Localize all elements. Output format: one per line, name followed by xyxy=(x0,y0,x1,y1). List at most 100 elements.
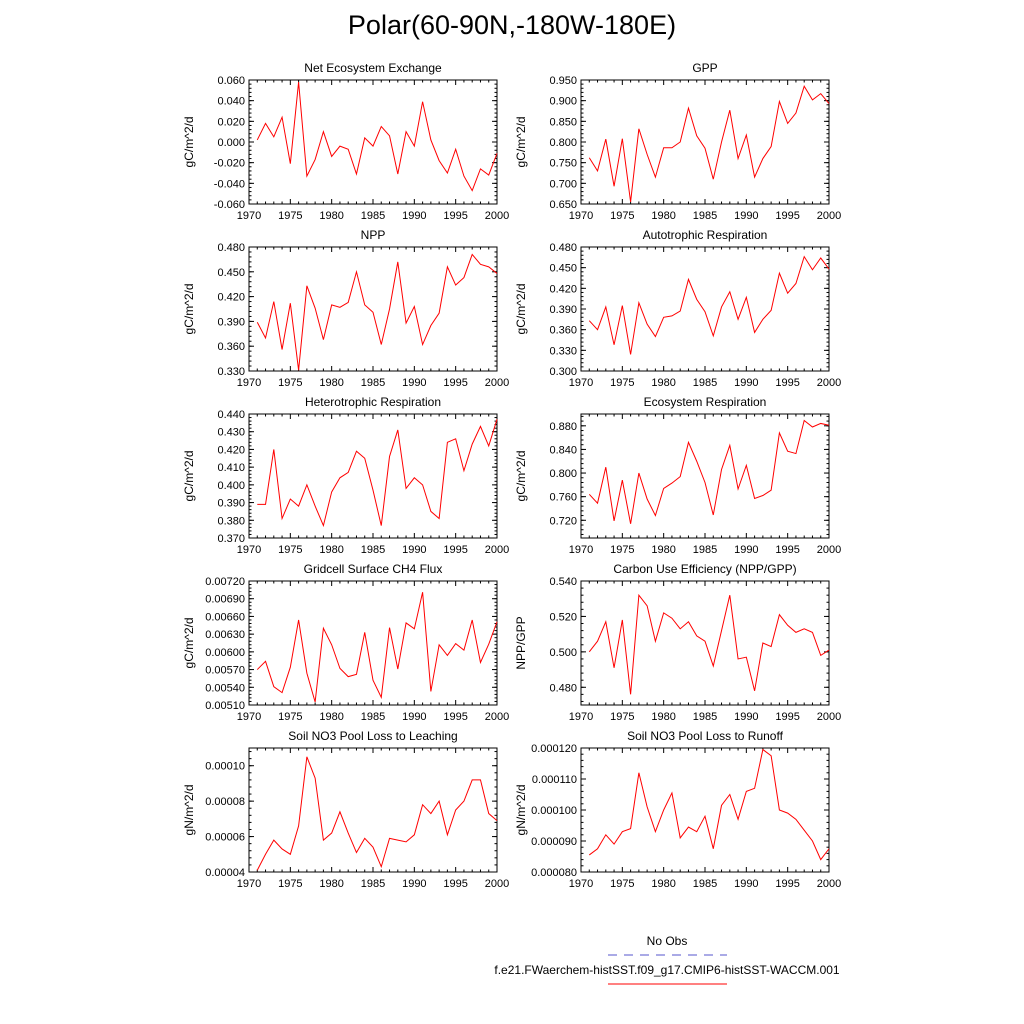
y-axis-label: gC/m^2/d xyxy=(514,117,528,168)
y-axis-label: gC/m^2/d xyxy=(182,451,196,502)
x-tick-label: 1980 xyxy=(319,878,343,890)
y-tick-label: -0.020 xyxy=(214,158,245,170)
y-tick-label: 0.000 xyxy=(217,137,245,149)
chart-panel-2: GPP gC/m^2/d 1970 1975 1980 1985 1990 1995 2000 0… xyxy=(514,61,841,222)
x-tick-label: 1985 xyxy=(693,544,717,556)
y-tick-label: 0.500 xyxy=(549,647,577,659)
series-line-1 xyxy=(588,748,830,861)
y-tick-label: 0.390 xyxy=(217,316,245,328)
x-tick-label: 1990 xyxy=(402,210,426,222)
chart-title: Soil NO3 Pool Loss to Runoff xyxy=(627,729,784,743)
y-tick-label: 0.00006 xyxy=(205,832,245,844)
x-tick-label: 1995 xyxy=(775,544,799,556)
y-tick-label: 0.360 xyxy=(217,341,245,353)
y-axis-label: gC/m^2/d xyxy=(182,117,196,168)
plot-frame xyxy=(248,413,498,539)
x-tick-label: 1975 xyxy=(610,878,634,890)
y-tick-label: 0.390 xyxy=(549,304,577,316)
chart-panel-1: Net Ecosystem Exchange gC/m^2/d 1970 1975 19… xyxy=(182,61,509,222)
x-tick-label: 1995 xyxy=(775,711,799,723)
y-tick-label: 0.450 xyxy=(217,267,245,279)
y-axis-label: NPP/GPP xyxy=(514,616,528,669)
x-tick-label: 1985 xyxy=(361,711,385,723)
y-tick-label: -0.040 xyxy=(214,178,245,190)
x-tick-label: 1975 xyxy=(610,377,634,389)
x-tick-label: 2000 xyxy=(485,210,509,222)
x-tick-label: 1995 xyxy=(443,878,467,890)
series-line-1 xyxy=(588,419,830,524)
x-tick-label: 2000 xyxy=(485,377,509,389)
y-tick-label: 0.650 xyxy=(549,199,577,211)
x-tick-label: 1975 xyxy=(610,210,634,222)
x-tick-label: 1970 xyxy=(237,210,261,222)
chart-panel-3: NPP gC/m^2/d 1970 1975 1980 1985 1990 1995 2000 0… xyxy=(182,228,509,389)
y-tick-label: 0.450 xyxy=(549,263,577,275)
x-tick-label: 1995 xyxy=(443,210,467,222)
x-tick-label: 1975 xyxy=(278,878,302,890)
chart-title: Net Ecosystem Exchange xyxy=(304,61,442,75)
y-tick-label: 0.800 xyxy=(549,137,577,149)
chart-title: Carbon Use Efficiency (NPP/GPP) xyxy=(613,562,796,576)
series-line-1 xyxy=(588,84,830,202)
series-line-1 xyxy=(256,756,498,871)
x-tick-label: 2000 xyxy=(485,711,509,723)
y-tick-label: 0.950 xyxy=(549,75,577,87)
chart-panel-10: Soil NO3 Pool Loss to Runoff gN/m^2/d 1970… xyxy=(514,729,841,890)
x-tick-label: 1975 xyxy=(278,544,302,556)
x-tick-label: 1970 xyxy=(569,711,593,723)
series-line-1 xyxy=(256,253,498,371)
y-tick-label: 0.060 xyxy=(217,75,245,87)
chart-title: Gridcell Surface CH4 Flux xyxy=(304,562,443,576)
chart-panel-5: Heterotrophic Respiration gC/m^2/d 1970 197… xyxy=(182,395,509,556)
plot-frame xyxy=(580,79,830,205)
y-axis-label: gN/m^2/d xyxy=(182,785,196,836)
y-axis-label: gC/m^2/d xyxy=(514,451,528,502)
y-tick-label: 0.00630 xyxy=(205,629,245,641)
y-tick-label: 0.00510 xyxy=(205,700,245,712)
y-tick-label: 0.540 xyxy=(549,576,577,588)
chart-title: Heterotrophic Respiration xyxy=(305,395,441,409)
x-tick-label: 1995 xyxy=(443,544,467,556)
y-tick-label: 0.390 xyxy=(217,498,245,510)
y-tick-label: 0.480 xyxy=(549,682,577,694)
y-tick-label: 0.330 xyxy=(549,345,577,357)
y-axis-label: gN/m^2/d xyxy=(514,785,528,836)
x-tick-label: 1995 xyxy=(443,711,467,723)
y-tick-label: 0.760 xyxy=(549,492,577,504)
x-tick-label: 2000 xyxy=(817,544,841,556)
y-tick-label: 0.000090 xyxy=(531,836,577,848)
plot-frame xyxy=(248,747,498,873)
y-tick-label: 0.480 xyxy=(549,242,577,254)
x-tick-label: 1980 xyxy=(651,377,675,389)
x-tick-label: 1980 xyxy=(651,210,675,222)
y-tick-label: 0.840 xyxy=(549,444,577,456)
plot-frame xyxy=(580,747,830,873)
x-tick-label: 1980 xyxy=(319,210,343,222)
y-tick-label: 0.330 xyxy=(217,366,245,378)
y-tick-label: -0.060 xyxy=(214,199,245,211)
x-tick-label: 1985 xyxy=(361,377,385,389)
y-tick-label: 0.00010 xyxy=(205,761,245,773)
y-axis-label: gC/m^2/d xyxy=(182,618,196,669)
series-line-1 xyxy=(256,592,498,703)
y-tick-label: 0.370 xyxy=(217,533,245,545)
x-tick-label: 1970 xyxy=(569,377,593,389)
x-tick-label: 1980 xyxy=(319,377,343,389)
y-tick-label: 0.040 xyxy=(217,96,245,108)
y-tick-label: 0.480 xyxy=(217,242,245,254)
y-tick-label: 0.00720 xyxy=(205,576,245,588)
y-tick-label: 0.440 xyxy=(217,409,245,421)
x-tick-label: 1970 xyxy=(237,544,261,556)
y-tick-label: 0.420 xyxy=(217,444,245,456)
y-tick-label: 0.00008 xyxy=(205,796,245,808)
series-line-1 xyxy=(588,255,830,355)
x-tick-label: 1970 xyxy=(237,878,261,890)
y-tick-label: 0.420 xyxy=(549,283,577,295)
y-tick-label: 0.00690 xyxy=(205,594,245,606)
x-tick-label: 1985 xyxy=(693,210,717,222)
y-tick-label: 0.420 xyxy=(217,292,245,304)
x-tick-label: 1990 xyxy=(734,377,758,389)
y-tick-label: 0.300 xyxy=(549,366,577,378)
page-title: Polar(60-90N,-180W-180E) xyxy=(347,10,677,40)
